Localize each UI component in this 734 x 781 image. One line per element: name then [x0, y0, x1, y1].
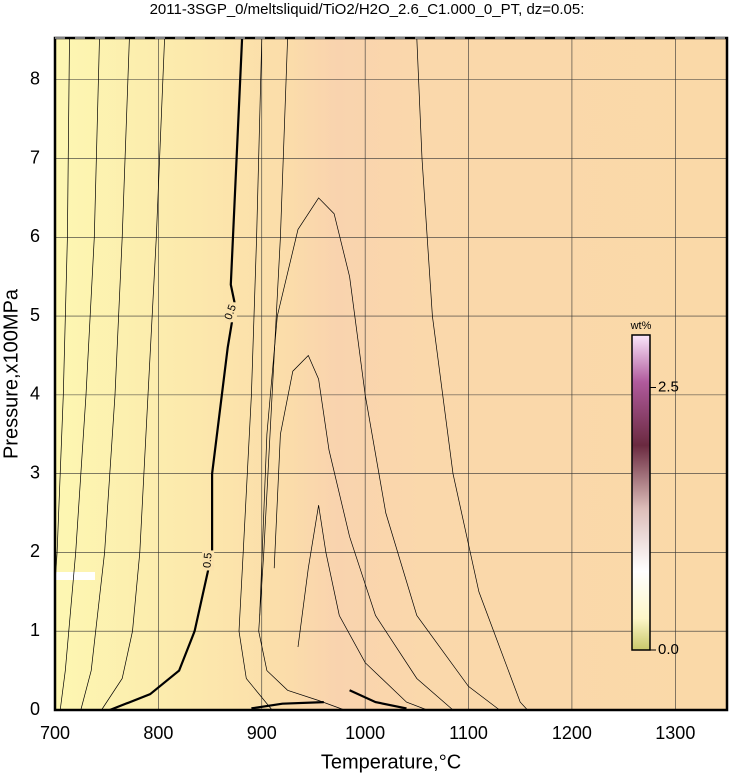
contour-line — [101, 37, 165, 711]
contour-line — [238, 37, 273, 711]
plot-frame — [53, 36, 729, 712]
x-tick-label: 800 — [143, 723, 173, 743]
y-tick-label: 5 — [30, 305, 40, 325]
contour-label-bg — [224, 302, 237, 323]
artifact-bar — [55, 572, 95, 580]
contour-line-bold — [349, 689, 407, 710]
contour-line — [54, 37, 70, 585]
contour-line-bold — [109, 37, 244, 712]
y-tick-label: 3 — [30, 462, 40, 482]
contour-label-bg — [202, 550, 215, 571]
y-tick-label: 1 — [30, 620, 40, 640]
y-tick-label: 6 — [30, 226, 40, 246]
y-tick-label: 8 — [30, 69, 40, 89]
contour-line — [80, 37, 130, 711]
x-axis-label: Temperature,°C — [321, 751, 461, 773]
y-tick-label: 2 — [30, 541, 40, 561]
contour-line-bold — [251, 701, 324, 710]
plot-background — [55, 38, 727, 710]
x-tick-label: 1200 — [552, 723, 592, 743]
contour-line — [258, 37, 345, 711]
contour-line — [416, 37, 528, 711]
y-tick-label: 7 — [30, 147, 40, 167]
x-tick-label: 1300 — [655, 723, 695, 743]
colorbar-tick-label: 0.0 — [658, 641, 679, 658]
contour-label: 0.5 — [223, 303, 240, 321]
colorbar — [631, 334, 651, 651]
y-axis-label: Pressure,x100MPa — [0, 288, 22, 459]
contour-line — [59, 37, 100, 711]
x-tick-label: 1100 — [449, 723, 488, 743]
colorbar-tick-label: 2.5 — [658, 378, 679, 395]
contour-label: 0.5 — [201, 552, 214, 568]
y-tick-label: 0 — [30, 699, 40, 719]
contour-line — [297, 505, 428, 711]
x-tick-label: 900 — [247, 723, 277, 743]
chart-title: 2011-3SGP_0/meltsliquid/TiO2/H2O_2.6_C1.… — [150, 1, 585, 18]
contour-line — [273, 354, 454, 711]
y-tick-label: 4 — [30, 384, 40, 404]
colorbar-label: wt% — [630, 320, 652, 332]
x-tick-label: 700 — [40, 723, 70, 743]
x-tick-label: 1000 — [345, 723, 385, 743]
contour-line — [259, 197, 500, 711]
